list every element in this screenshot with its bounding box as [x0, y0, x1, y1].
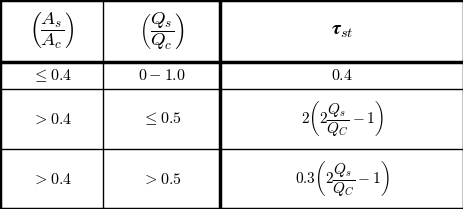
Text: $> 0.5$: $> 0.5$ — [141, 171, 181, 186]
Text: $0.4$: $0.4$ — [330, 68, 352, 83]
Text: $0 - 1.0$: $0 - 1.0$ — [138, 68, 185, 83]
Text: $\boldsymbol{\tau}_{st}$: $\boldsymbol{\tau}_{st}$ — [330, 21, 352, 40]
Text: $\leq 0.4$: $\leq 0.4$ — [31, 67, 71, 84]
Text: $> 0.4$: $> 0.4$ — [31, 171, 71, 186]
Text: $2\left(2\dfrac{Q_s}{Q_C} - 1\right)$: $2\left(2\dfrac{Q_s}{Q_C} - 1\right)$ — [300, 99, 382, 138]
Text: $\leq 0.5$: $\leq 0.5$ — [141, 110, 181, 127]
Text: $0.3\left(2\dfrac{Q_s}{Q_C} - 1\right)$: $0.3\left(2\dfrac{Q_s}{Q_C} - 1\right)$ — [294, 159, 388, 198]
Text: $\left(\dfrac{A_s}{A_c}\right)$: $\left(\dfrac{A_s}{A_c}\right)$ — [29, 11, 74, 51]
Text: $\left(\dfrac{Q_s}{Q_c}\right)$: $\left(\dfrac{Q_s}{Q_c}\right)$ — [138, 10, 184, 52]
Text: $> 0.4$: $> 0.4$ — [31, 111, 71, 126]
